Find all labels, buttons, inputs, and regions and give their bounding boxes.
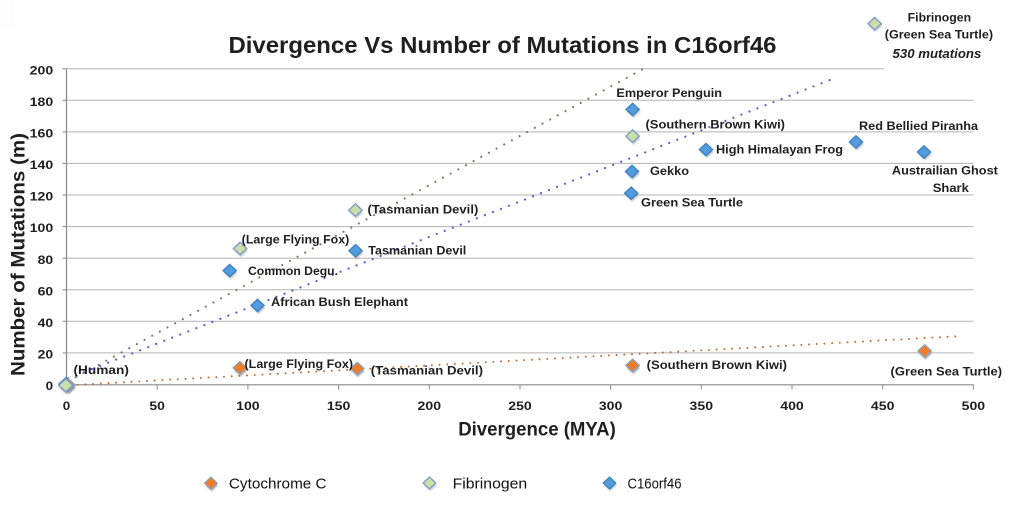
svg-text:0: 0 — [46, 379, 54, 393]
svg-text:80: 80 — [38, 253, 54, 267]
svg-text:African Bush Elephant: African Bush Elephant — [271, 295, 408, 309]
svg-text:(Tasmanian Devil): (Tasmanian Devil) — [368, 202, 479, 216]
svg-text:530 mutations: 530 mutations — [893, 46, 982, 61]
svg-text:Austrailian Ghost: Austrailian Ghost — [892, 163, 998, 177]
svg-text:200: 200 — [30, 63, 54, 77]
svg-text:20: 20 — [38, 348, 54, 362]
svg-text:40: 40 — [38, 316, 54, 330]
svg-text:300: 300 — [599, 399, 623, 413]
svg-text:Common Degu.: Common Degu. — [248, 264, 338, 278]
svg-text:Divergence (MYA): Divergence (MYA) — [458, 420, 616, 441]
svg-text:160: 160 — [30, 127, 54, 141]
svg-text:Tasmanian Devil: Tasmanian Devil — [368, 243, 466, 257]
svg-text:120: 120 — [30, 190, 54, 204]
svg-text:140: 140 — [30, 158, 54, 172]
svg-text:Cytochrome C: Cytochrome C — [229, 475, 327, 492]
svg-text:50: 50 — [149, 399, 165, 413]
svg-text:0: 0 — [63, 399, 71, 413]
svg-text:Divergence Vs Number of Mutati: Divergence Vs Number of Mutations in C16… — [229, 32, 777, 58]
svg-text:350: 350 — [690, 399, 714, 413]
svg-text:(Tasmanian Devil): (Tasmanian Devil) — [371, 363, 483, 377]
svg-text:(Large Flying Fox): (Large Flying Fox) — [242, 232, 350, 246]
svg-text:100: 100 — [30, 221, 54, 235]
svg-text:Shark: Shark — [933, 181, 969, 195]
svg-text:Gekko: Gekko — [650, 164, 689, 178]
svg-text:180: 180 — [30, 95, 54, 109]
svg-text:Number of Mutations (m): Number of Mutations (m) — [9, 133, 30, 376]
svg-text:500: 500 — [962, 399, 986, 413]
svg-text:150: 150 — [327, 399, 351, 413]
svg-text:400: 400 — [780, 399, 804, 413]
svg-text:100: 100 — [236, 399, 260, 413]
svg-text:Red Bellied Piranha: Red Bellied Piranha — [859, 119, 978, 133]
svg-text:Fibrinogen: Fibrinogen — [453, 475, 528, 492]
svg-text:200: 200 — [418, 399, 442, 413]
svg-text:Emperor Penguin: Emperor Penguin — [616, 86, 722, 100]
svg-text:(Southern Brown Kiwi): (Southern Brown Kiwi) — [646, 117, 786, 131]
svg-text:C16orf46: C16orf46 — [628, 475, 682, 492]
svg-text:High Himalayan Frog: High Himalayan Frog — [716, 142, 843, 156]
svg-text:Green Sea Turtle: Green Sea Turtle — [641, 196, 743, 210]
svg-text:(Green Sea Turtle): (Green Sea Turtle) — [885, 28, 993, 42]
svg-text:450: 450 — [871, 399, 895, 413]
svg-text:250: 250 — [508, 399, 532, 413]
svg-text:(Southern Brown Kiwi): (Southern Brown Kiwi) — [647, 358, 787, 372]
svg-text:(Human): (Human) — [74, 363, 129, 377]
svg-text:Fibrinogen: Fibrinogen — [908, 10, 971, 24]
svg-text:(Green Sea Turtle): (Green Sea Turtle) — [891, 364, 1003, 378]
svg-text:(Large Flying Fox): (Large Flying Fox) — [245, 357, 354, 371]
svg-text:60: 60 — [38, 284, 54, 298]
